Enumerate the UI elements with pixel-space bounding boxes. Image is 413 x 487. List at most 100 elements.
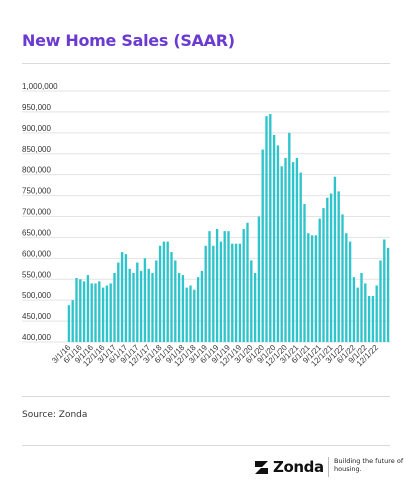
bar [231,243,234,342]
bar [204,245,207,342]
zonda-mark-icon [255,460,268,474]
bar [356,287,359,342]
x-axis-tick-labels: 3/1/166/1/169/1/1612/1/163/1/176/1/179/1… [50,343,380,369]
bar [151,272,154,342]
chart-title: New Home Sales (SAAR) [22,31,235,50]
y-tick-label: 550,000 [22,270,51,279]
bar [94,283,97,342]
bar [170,252,173,342]
bars [67,114,390,343]
bar [257,216,261,342]
y-tick-label: 650,000 [22,228,51,237]
bar [333,176,337,342]
bar [246,222,249,342]
bar [128,268,131,342]
bar [196,277,200,342]
bar [139,270,143,342]
bar [371,295,375,342]
bar [269,114,272,342]
brand-name: Zonda [273,458,324,476]
bar [295,157,299,342]
bar [345,233,348,342]
bar [67,305,71,342]
bar [341,214,344,342]
footer-divider [22,445,390,446]
bar [322,208,325,342]
y-tick-label: 950,000 [22,103,51,112]
bar [383,239,386,342]
bar [360,272,363,342]
bar [155,260,158,342]
bar [375,285,378,342]
bar [265,116,268,342]
bar [200,270,204,342]
bar [75,278,78,342]
bar [276,145,280,342]
bar [326,197,329,342]
bar [329,193,333,342]
bar [124,254,128,342]
y-tick-label: 750,000 [22,187,51,196]
y-tick-label: 450,000 [22,312,51,321]
brand-logo: Zonda [254,458,324,476]
bar [314,235,318,342]
bar [208,231,211,342]
bar [291,162,295,342]
bar [310,235,314,342]
title-divider [22,63,390,64]
bar [212,245,215,342]
bar [185,287,188,342]
bar [242,229,245,342]
bar [280,166,283,342]
bar [215,229,219,342]
y-tick-label: 500,000 [22,291,51,300]
bar [337,191,340,342]
bar [288,132,291,342]
source-divider [22,396,390,397]
bar [177,272,181,342]
bar [101,287,105,342]
bar [132,272,135,342]
bar [98,281,101,342]
bar [71,300,74,342]
bar [117,262,120,342]
bar [253,272,257,342]
bar [189,285,192,342]
y-tick-label: 600,000 [22,249,51,258]
bar [318,218,321,342]
bar [261,149,264,342]
bar [174,260,177,342]
bar [120,252,124,342]
bar [143,258,147,342]
bar [284,157,287,342]
y-tick-label: 800,000 [22,166,51,175]
bar [147,268,150,342]
bar [272,134,276,342]
bar [367,295,371,342]
brand-tagline: Building the future of housing. [334,457,404,473]
bar [379,260,382,342]
bar [79,279,82,342]
bar [166,241,169,342]
bar [105,285,109,342]
bar [227,231,230,342]
bar [234,243,238,342]
y-tick-label: 400,000 [22,333,51,342]
bar [386,247,390,343]
bar [162,241,166,342]
bar [86,275,90,342]
source-note: Source: Zonda [22,410,88,420]
bar [90,283,93,342]
y-axis-tick-labels: 1,000,000 950,000 900,000 850,000 800,000 750… [22,82,58,342]
bar [299,172,302,342]
bar [303,203,306,342]
brand-separator [328,457,329,477]
bar [113,272,116,342]
bar [223,231,226,342]
bar [181,275,185,342]
bar [109,283,112,342]
bar [250,260,253,342]
bar [193,289,196,342]
bar [219,241,223,342]
